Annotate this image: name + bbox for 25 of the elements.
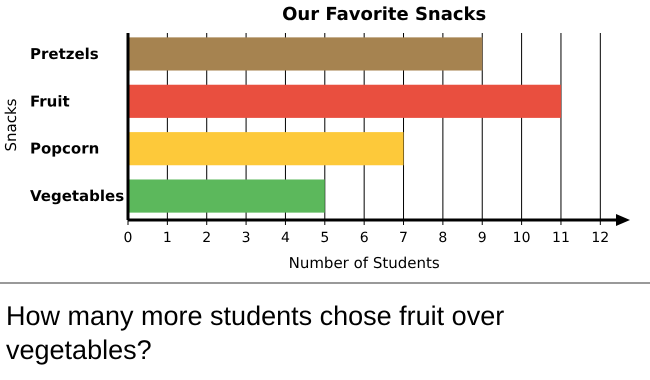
x-tick-label: 11: [552, 230, 570, 246]
x-tick-label: 0: [124, 230, 132, 246]
y-tick-label: Fruit: [30, 92, 70, 110]
x-tick-label: 10: [512, 230, 531, 246]
bar: [128, 179, 325, 213]
x-tick-label: 1: [162, 230, 172, 246]
x-tick-label: 4: [280, 230, 290, 246]
text: How many more students chose fruit over vegetables?: [6, 301, 504, 365]
x-axis-title: Number of Students: [288, 254, 440, 272]
x-tick-label: 6: [360, 230, 369, 246]
x-tick-label: 5: [320, 230, 330, 246]
x-tick-label: 12: [591, 230, 610, 246]
y-tick-label: Popcorn: [30, 140, 100, 158]
y-tick-label: Pretzels: [30, 44, 99, 63]
y-axis-title: Snacks: [2, 98, 20, 152]
bar: [128, 132, 404, 166]
y-tick-label: Vegetables: [30, 187, 124, 206]
x-tick-label: 7: [399, 230, 408, 246]
bar: [128, 84, 561, 118]
bar: [128, 37, 482, 71]
chart-title: Our Favorite Snacks: [282, 4, 486, 25]
x-tick-label: 8: [438, 230, 448, 246]
x-tick-label: 9: [478, 230, 487, 246]
x-tick-label: 3: [242, 230, 251, 246]
x-tick-label: 2: [202, 230, 212, 246]
